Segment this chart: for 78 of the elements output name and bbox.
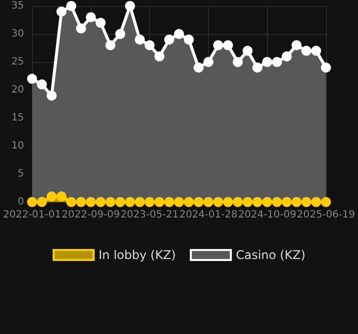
point (194, 197, 204, 207)
point (252, 197, 262, 207)
point (203, 57, 214, 67)
x-tick-label: 2024-10-09 (238, 210, 296, 220)
point (174, 29, 184, 39)
point (242, 197, 253, 207)
point (154, 197, 164, 207)
point (27, 197, 38, 207)
point (232, 57, 243, 67)
point (301, 197, 312, 207)
point (134, 34, 145, 45)
point (282, 197, 292, 207)
y-tick-label: 0 (18, 196, 24, 208)
point (115, 197, 126, 207)
y-tick-label: 25 (11, 56, 24, 68)
point (222, 197, 233, 207)
point (66, 197, 76, 207)
point (262, 57, 272, 67)
point (46, 90, 57, 101)
point (164, 197, 174, 207)
point (242, 46, 253, 56)
y-tick-label: 5 (18, 168, 24, 180)
point (252, 62, 262, 73)
point (320, 62, 331, 73)
point (311, 46, 322, 56)
point (262, 197, 272, 207)
point (125, 197, 136, 207)
point (232, 197, 243, 207)
point (76, 23, 86, 34)
x-tick-label: 2022-09-09 (62, 210, 120, 220)
point (105, 40, 116, 50)
point (144, 197, 155, 207)
point (46, 191, 57, 202)
point (301, 46, 312, 56)
legend-label: Casino (KZ) (236, 248, 306, 262)
point (96, 18, 106, 28)
point (36, 79, 47, 90)
point (320, 197, 331, 207)
point (282, 51, 292, 62)
point (292, 40, 302, 50)
x-tick-label: 2024-01-28 (179, 210, 238, 220)
point (272, 197, 282, 207)
point (213, 197, 224, 207)
point (86, 197, 96, 207)
point (154, 51, 164, 62)
point (76, 197, 86, 207)
point (105, 197, 116, 207)
y-tick-label: 35 (11, 0, 24, 12)
point (184, 197, 194, 207)
point (203, 197, 214, 207)
x-tick-label: 2022-01-01 (2, 210, 62, 220)
y-tick-label: 30 (11, 28, 24, 40)
y-tick-label: 15 (11, 112, 24, 124)
point (125, 1, 136, 11)
point (86, 12, 96, 22)
legend-label: In lobby (KZ) (98, 248, 176, 262)
point (164, 34, 174, 45)
point (96, 197, 106, 207)
y-tick-label: 10 (11, 140, 24, 152)
point (194, 62, 204, 73)
point (144, 40, 155, 50)
point (115, 29, 126, 39)
point (36, 197, 47, 207)
point (213, 40, 224, 50)
x-tick-label: 2025-06-19 (296, 210, 356, 220)
point (27, 74, 38, 84)
point (56, 191, 66, 202)
point (222, 40, 233, 50)
y-tick-label: 20 (11, 84, 24, 96)
point (56, 6, 66, 17)
point (311, 197, 322, 207)
point (272, 57, 282, 67)
point (174, 197, 184, 207)
point (66, 1, 76, 11)
x-tick-label: 2023-05-21 (120, 210, 179, 220)
point (292, 197, 302, 207)
point (134, 197, 145, 207)
point (184, 34, 194, 45)
